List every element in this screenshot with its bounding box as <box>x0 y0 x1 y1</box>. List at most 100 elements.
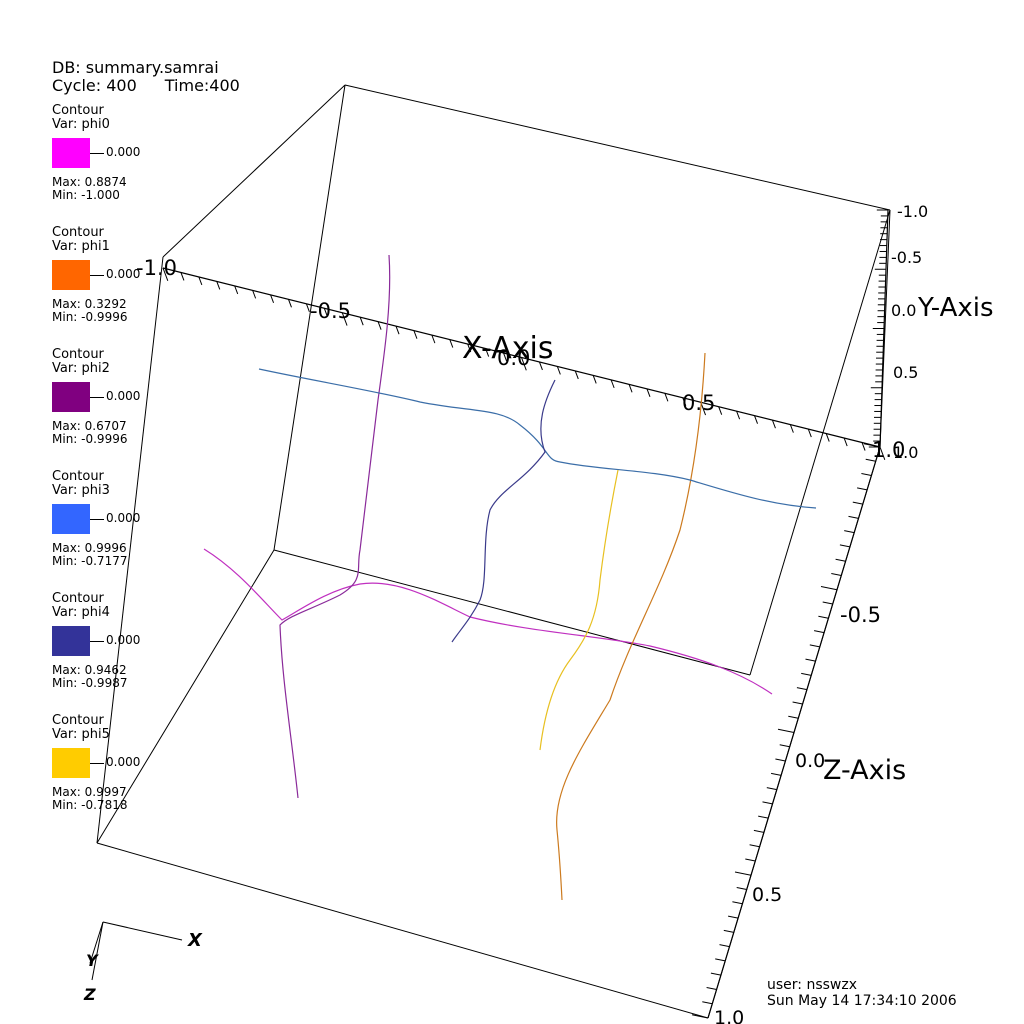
tick-mark <box>806 659 816 661</box>
tick-mark <box>861 474 871 476</box>
tick-mark <box>763 802 773 804</box>
database-name: DB: summary.samrai <box>52 59 240 77</box>
legend-min: Min: -0.7177 <box>52 555 127 568</box>
legend-level: 0.000 <box>106 267 140 281</box>
contour-phi4 <box>452 380 555 642</box>
legend-entry: Contour Var: phi4 0.000 Max: 0.9462 Min:… <box>52 592 212 702</box>
tick-mark <box>810 645 820 647</box>
y-tick-label: 0.5 <box>893 363 918 382</box>
bounding-box <box>97 85 890 1018</box>
legend-swatch <box>52 260 90 290</box>
legend-range: Max: 0.6707 Min: -0.9996 <box>52 420 127 446</box>
triad-y-label: Y <box>86 951 99 970</box>
y-tick-label: -1.0 <box>897 202 928 221</box>
legend-swatch-row: 0.000 <box>52 382 212 414</box>
tick-mark <box>844 531 854 533</box>
box-edge <box>274 550 750 675</box>
legend-var: Var: phi4 <box>52 606 212 620</box>
legend-var: Var: phi2 <box>52 362 212 376</box>
contour-phi1 <box>557 353 705 900</box>
tick-mark <box>735 872 751 875</box>
box-edge <box>345 85 890 210</box>
legend-min: Min: -0.9996 <box>52 311 127 324</box>
contour-phi3 <box>259 369 816 508</box>
legend-level: 0.000 <box>106 511 140 525</box>
tick-mark <box>818 616 828 618</box>
plot-header: DB: summary.samrai Cycle: 400 Time:400 <box>52 59 240 95</box>
z-axis-ticks <box>692 444 880 1018</box>
cycle-time-line: Cycle: 400 Time:400 <box>52 77 240 95</box>
tick-mark <box>720 945 730 947</box>
tick-mark <box>745 859 755 861</box>
tick-mark <box>853 502 863 504</box>
triad-z-label: Z <box>83 985 96 1004</box>
legend-var: Var: phi0 <box>52 118 212 132</box>
z-tick-label: 1.0 <box>714 1007 744 1024</box>
tick-mark <box>836 559 846 561</box>
legend-title: Contour <box>52 470 212 484</box>
legend-level: 0.000 <box>106 145 140 159</box>
tick-mark <box>849 516 859 518</box>
tick-mark <box>724 930 734 932</box>
legend-var: Var: phi3 <box>52 484 212 498</box>
y-tick-label: 1.0 <box>893 443 918 462</box>
z-tick-label: -0.5 <box>840 603 881 627</box>
legend-entry: Contour Var: phi0 0.000 Max: 0.8874 Min:… <box>52 104 212 214</box>
legend-range: Max: 0.9997 Min: -0.7818 <box>52 786 127 812</box>
contour-phi5 <box>540 470 618 750</box>
legend-title: Contour <box>52 714 212 728</box>
tick-mark <box>780 745 790 747</box>
legend-swatch <box>52 748 90 778</box>
tick-mark <box>771 773 781 775</box>
legend-swatch <box>52 504 90 534</box>
cycle-label: Cycle: 400 <box>52 76 137 95</box>
triad-x-line <box>103 922 182 940</box>
legend-tick <box>90 519 104 520</box>
legend-entry: Contour Var: phi3 0.000 Max: 0.9996 Min:… <box>52 470 212 580</box>
legend-title: Contour <box>52 592 212 606</box>
tick-mark <box>758 816 768 818</box>
tick-mark <box>737 888 747 890</box>
user-name: user: nsswzx <box>767 977 957 993</box>
y-axis-title: Y-Axis <box>917 293 994 323</box>
legend-title: Contour <box>52 104 212 118</box>
x-tick-label: 0.5 <box>682 391 715 415</box>
legend-tick <box>90 641 104 642</box>
z-tick-label: 0.5 <box>752 884 782 906</box>
legend-range: Max: 0.3292 Min: -0.9996 <box>52 298 127 324</box>
tick-mark <box>814 631 824 633</box>
legend-range: Max: 0.9462 Min: -0.9987 <box>52 664 127 690</box>
legend-tick <box>90 763 104 764</box>
tick-mark <box>788 716 798 718</box>
x-axis-title: X-Axis <box>462 331 553 366</box>
contour-phi0 <box>204 549 772 694</box>
legend-min: Min: -0.7818 <box>52 799 127 812</box>
y-tick-label: 0.0 <box>891 301 916 320</box>
tick-mark <box>793 702 803 704</box>
legend-swatch <box>52 382 90 412</box>
legend-swatch-row: 0.000 <box>52 626 212 658</box>
legend-min: Min: -0.9996 <box>52 433 127 446</box>
tick-mark <box>840 545 850 547</box>
time-label: Time:400 <box>165 76 240 95</box>
legend-var: Var: phi5 <box>52 728 212 742</box>
legend-title: Contour <box>52 226 212 240</box>
y-tick-label: -0.5 <box>891 248 922 267</box>
triad-x-label: X <box>187 930 203 951</box>
tick-mark <box>707 987 717 989</box>
axis-triad <box>90 922 182 980</box>
tick-mark <box>797 688 807 690</box>
tick-mark <box>702 1002 712 1004</box>
legend-swatch-row: 0.000 <box>52 260 212 292</box>
legend-entry: Contour Var: phi2 0.000 Max: 0.6707 Min:… <box>52 348 212 458</box>
tick-mark <box>823 602 833 604</box>
tick-mark <box>732 902 742 904</box>
legend-level: 0.000 <box>106 755 140 769</box>
legend-min: Min: -0.9987 <box>52 677 127 690</box>
legend-entry: Contour Var: phi1 0.000 Max: 0.3292 Min:… <box>52 226 212 336</box>
user-footer: user: nsswzx Sun May 14 17:34:10 2006 <box>767 977 957 1009</box>
tick-mark <box>857 488 867 490</box>
tick-mark <box>767 788 777 790</box>
legend-swatch <box>52 138 90 168</box>
legend-tick <box>90 397 104 398</box>
